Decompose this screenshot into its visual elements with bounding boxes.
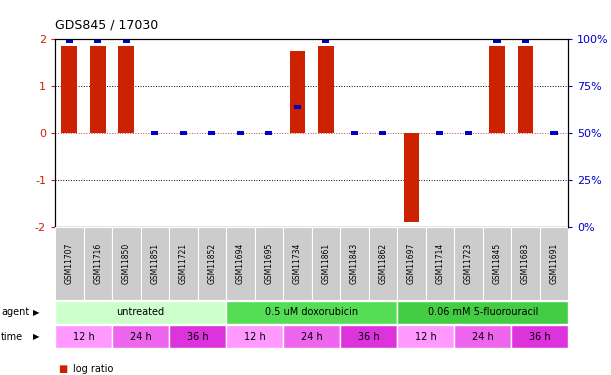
Bar xyxy=(94,39,101,43)
Text: 0.06 mM 5-fluorouracil: 0.06 mM 5-fluorouracil xyxy=(428,308,538,317)
Text: GSM11694: GSM11694 xyxy=(236,243,245,284)
Bar xyxy=(518,46,533,133)
Bar xyxy=(65,39,73,43)
Bar xyxy=(55,301,226,324)
Bar xyxy=(255,227,283,300)
Bar xyxy=(340,227,368,300)
Text: 12 h: 12 h xyxy=(415,332,436,342)
Bar xyxy=(351,131,358,135)
Bar xyxy=(379,131,386,135)
Bar xyxy=(318,46,334,133)
Bar xyxy=(151,131,158,135)
Bar xyxy=(403,133,419,222)
Text: untreated: untreated xyxy=(117,308,164,317)
Text: GSM11716: GSM11716 xyxy=(93,243,102,284)
Bar xyxy=(494,39,500,43)
Bar xyxy=(454,227,483,300)
Bar xyxy=(454,325,511,348)
Text: GSM11691: GSM11691 xyxy=(549,243,558,284)
Bar xyxy=(61,46,77,133)
Bar xyxy=(483,227,511,300)
Bar xyxy=(465,131,472,135)
Bar xyxy=(226,301,397,324)
Text: GSM11862: GSM11862 xyxy=(378,243,387,284)
Text: 24 h: 24 h xyxy=(130,332,152,342)
Bar xyxy=(540,227,568,300)
Bar xyxy=(112,325,169,348)
Bar xyxy=(180,131,187,135)
Text: 12 h: 12 h xyxy=(244,332,265,342)
Text: 0.5 uM doxorubicin: 0.5 uM doxorubicin xyxy=(265,308,358,317)
Text: GSM11683: GSM11683 xyxy=(521,243,530,284)
Bar xyxy=(511,227,540,300)
Bar xyxy=(169,325,226,348)
Bar xyxy=(119,46,134,133)
Bar xyxy=(265,131,273,135)
Bar xyxy=(226,227,255,300)
Bar xyxy=(141,227,169,300)
Bar xyxy=(283,325,340,348)
Bar xyxy=(294,105,301,109)
Bar xyxy=(397,227,426,300)
Text: ▶: ▶ xyxy=(33,332,40,341)
Bar xyxy=(323,39,329,43)
Bar xyxy=(208,131,216,135)
Bar xyxy=(522,39,529,43)
Bar xyxy=(436,131,444,135)
Text: GSM11695: GSM11695 xyxy=(265,243,273,284)
Text: GSM11707: GSM11707 xyxy=(65,243,74,284)
Bar xyxy=(368,227,397,300)
Text: GSM11845: GSM11845 xyxy=(492,243,502,284)
Text: GSM11850: GSM11850 xyxy=(122,243,131,284)
Bar xyxy=(511,325,568,348)
Bar xyxy=(226,325,283,348)
Bar xyxy=(397,301,568,324)
Text: GDS845 / 17030: GDS845 / 17030 xyxy=(55,19,158,32)
Bar xyxy=(112,227,141,300)
Text: 36 h: 36 h xyxy=(187,332,208,342)
Text: time: time xyxy=(1,332,23,342)
Text: 12 h: 12 h xyxy=(73,332,94,342)
Text: ▶: ▶ xyxy=(33,308,40,317)
Bar xyxy=(90,46,106,133)
Bar xyxy=(340,325,397,348)
Bar xyxy=(312,227,340,300)
Text: GSM11843: GSM11843 xyxy=(350,243,359,284)
Text: 24 h: 24 h xyxy=(472,332,494,342)
Text: GSM11721: GSM11721 xyxy=(179,243,188,284)
Bar xyxy=(84,227,112,300)
Text: ■: ■ xyxy=(58,364,67,374)
Text: agent: agent xyxy=(1,308,29,317)
Bar xyxy=(197,227,226,300)
Text: GSM11852: GSM11852 xyxy=(207,243,216,284)
Bar xyxy=(169,227,197,300)
Text: GSM11697: GSM11697 xyxy=(407,243,416,284)
Bar xyxy=(283,227,312,300)
Bar xyxy=(489,46,505,133)
Bar xyxy=(408,227,415,231)
Text: 24 h: 24 h xyxy=(301,332,323,342)
Text: GSM11734: GSM11734 xyxy=(293,243,302,284)
Text: GSM11851: GSM11851 xyxy=(150,243,159,284)
Text: GSM11714: GSM11714 xyxy=(436,243,444,284)
Text: log ratio: log ratio xyxy=(73,364,114,374)
Bar xyxy=(55,227,84,300)
Bar xyxy=(426,227,454,300)
Text: 36 h: 36 h xyxy=(529,332,551,342)
Text: GSM11723: GSM11723 xyxy=(464,243,473,284)
Bar xyxy=(397,325,454,348)
Bar xyxy=(237,131,244,135)
Bar xyxy=(290,51,306,133)
Text: 36 h: 36 h xyxy=(358,332,379,342)
Text: GSM11861: GSM11861 xyxy=(321,243,331,284)
Bar xyxy=(55,325,112,348)
Bar xyxy=(551,131,557,135)
Bar xyxy=(123,39,130,43)
